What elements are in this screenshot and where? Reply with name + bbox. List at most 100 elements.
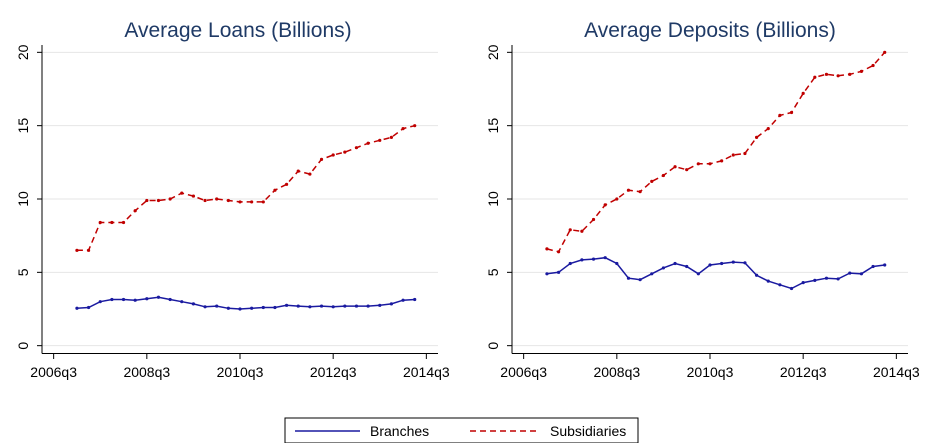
- data-point: [180, 191, 184, 195]
- data-point: [203, 198, 207, 203]
- data-point: [413, 124, 417, 128]
- data-point: [720, 159, 724, 163]
- data-point: [273, 188, 277, 192]
- data-point: [261, 305, 265, 310]
- data-point: [824, 72, 829, 76]
- series-line-branches: [546, 256, 885, 290]
- data-point: [685, 264, 689, 269]
- data-point: [319, 304, 324, 308]
- y-tick-label: 15: [15, 118, 31, 134]
- data-point: [871, 264, 875, 269]
- legend-label-branches: Branches: [370, 423, 429, 439]
- data-point: [273, 305, 277, 310]
- data-point: [133, 209, 137, 213]
- data-point: [731, 153, 735, 157]
- chart-title: Average Deposits (Billions): [584, 19, 836, 42]
- data-point: [673, 261, 677, 266]
- data-point: [75, 248, 79, 252]
- data-point: [626, 188, 631, 192]
- data-point: [685, 168, 689, 172]
- data-point: [708, 162, 712, 166]
- data-point: [378, 138, 382, 142]
- data-point: [766, 127, 770, 131]
- data-point: [813, 278, 817, 282]
- x-tick-label: 2012q3: [780, 364, 827, 380]
- y-tick-label: 10: [15, 191, 31, 207]
- data-point: [366, 141, 370, 145]
- x-tick-label: 2010q3: [217, 364, 264, 380]
- data-point: [354, 304, 359, 308]
- data-point: [556, 250, 561, 254]
- data-point: [366, 304, 370, 308]
- legend-label-subsidiaries: Subsidiaries: [550, 423, 626, 439]
- data-point: [743, 261, 747, 265]
- data-point: [191, 194, 196, 198]
- data-point: [615, 197, 619, 201]
- data-point: [145, 198, 149, 203]
- data-point: [156, 295, 161, 299]
- data-point: [98, 220, 102, 225]
- data-point: [401, 298, 405, 302]
- data-point: [650, 179, 654, 183]
- data-point: [731, 260, 735, 264]
- data-point: [331, 153, 335, 157]
- data-point: [848, 72, 852, 76]
- data-point: [603, 203, 607, 207]
- data-point: [801, 281, 805, 285]
- data-point: [661, 173, 666, 178]
- data-point: [603, 256, 607, 260]
- data-point: [545, 247, 549, 251]
- loans-chart: Average Loans (Billions) 0 5 10 15 20 2006q3 2…: [15, 19, 450, 380]
- data-point: [626, 276, 631, 280]
- data-point: [778, 283, 782, 287]
- data-point: [708, 263, 712, 267]
- data-point: [720, 261, 724, 266]
- y-tick-label: 0: [15, 342, 31, 350]
- data-point: [859, 69, 864, 73]
- data-point: [226, 198, 230, 203]
- data-point: [133, 298, 137, 302]
- data-point: [859, 272, 864, 276]
- data-point: [238, 307, 242, 311]
- series-line-subsidiaries: [546, 51, 886, 253]
- data-point: [226, 306, 230, 310]
- data-point: [401, 127, 405, 131]
- data-point: [754, 135, 759, 139]
- data-point: [296, 304, 300, 308]
- x-tick-label: 2014q3: [873, 364, 920, 380]
- data-point: [871, 63, 875, 68]
- data-point: [638, 278, 642, 282]
- data-point: [145, 297, 149, 301]
- data-point: [568, 228, 572, 232]
- series-line-subsidiaries: [76, 124, 415, 252]
- y-tick-label: 20: [15, 44, 31, 60]
- data-point: [98, 300, 102, 304]
- data-point: [661, 266, 666, 270]
- data-point: [836, 74, 840, 78]
- data-point: [813, 75, 817, 79]
- data-point: [296, 169, 300, 173]
- y-tick-label: 5: [485, 268, 501, 276]
- data-point: [180, 300, 184, 304]
- y-tick-label: 15: [485, 118, 501, 134]
- y-tick-label: 20: [485, 44, 501, 60]
- data-point: [389, 135, 394, 139]
- data-point: [121, 297, 126, 302]
- y-tick-label: 5: [15, 268, 31, 276]
- data-point: [308, 305, 312, 309]
- data-point: [754, 273, 759, 277]
- data-point: [203, 305, 207, 309]
- data-point: [250, 306, 254, 310]
- data-point: [354, 146, 359, 150]
- data-point: [696, 162, 700, 166]
- data-point: [615, 261, 619, 266]
- data-point: [778, 113, 782, 117]
- series-line-branches: [76, 296, 415, 310]
- data-point: [110, 297, 114, 302]
- data-point: [848, 271, 852, 275]
- x-tick-label: 2006q3: [30, 364, 77, 380]
- y-tick-label: 0: [485, 342, 501, 350]
- data-point: [86, 305, 91, 310]
- data-point: [556, 270, 561, 274]
